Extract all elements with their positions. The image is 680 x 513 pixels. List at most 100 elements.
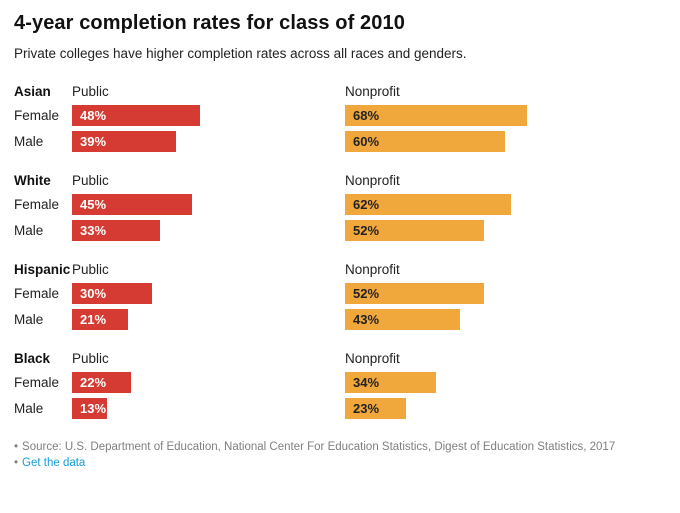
chart-subtitle: Private colleges have higher completion … [14, 46, 467, 61]
bar-nonprofit-asian-female: 68% [345, 105, 527, 126]
source-bullet: • [14, 441, 19, 453]
bar-row-male: Male 39% 60% [14, 131, 666, 152]
nonprofit-bar-cell: 34% [345, 372, 666, 393]
bar-public-hispanic-female: 30% [72, 283, 152, 304]
race-label: Asian [14, 84, 51, 99]
gender-label: Male [14, 134, 44, 149]
bar-value-label: 21% [80, 312, 107, 327]
chart-page: 4-year completion rates for class of 201… [14, 12, 666, 471]
bar-value-label: 68% [353, 108, 380, 123]
bar-row-female: Female 22% 34% [14, 372, 666, 393]
bar-value-label: 48% [80, 108, 107, 123]
race-label: Black [14, 351, 51, 366]
race-group-black: Black Public Nonprofit Female 22% 34% Male 13% 2… [14, 350, 666, 419]
public-column-label: Public [72, 262, 109, 277]
link-bullet: • [14, 457, 19, 469]
bar-public-asian-female: 48% [72, 105, 200, 126]
public-bar-cell: 45% [72, 194, 345, 215]
bar-nonprofit-white-male: 52% [345, 220, 484, 241]
public-bar-cell: 30% [72, 283, 345, 304]
gender-label: Male [14, 223, 44, 238]
bar-nonprofit-black-female: 34% [345, 372, 436, 393]
bar-nonprofit-black-male: 23% [345, 398, 406, 419]
public-bar-cell: 13% [72, 398, 345, 419]
race-group-white: White Public Nonprofit Female 45% 62% Male 33% 5… [14, 172, 666, 241]
nonprofit-bar-cell: 23% [345, 398, 666, 419]
bar-row-female: Female 48% 68% [14, 105, 666, 126]
nonprofit-bar-cell: 68% [345, 105, 666, 126]
nonprofit-bar-cell: 60% [345, 131, 666, 152]
bar-nonprofit-white-female: 62% [345, 194, 511, 215]
bar-value-label: 52% [353, 223, 380, 238]
gender-label: Male [14, 312, 44, 327]
nonprofit-column-label: Nonprofit [345, 84, 400, 99]
public-column: Public [72, 172, 345, 190]
public-column-label: Public [72, 173, 109, 188]
bar-row-female: Female 30% 52% [14, 283, 666, 304]
gender-label: Female [14, 108, 60, 123]
get-the-data-link[interactable]: Get the data [22, 457, 86, 469]
source-text: Source: U.S. Department of Education, Na… [22, 441, 616, 453]
nonprofit-column: Nonprofit [345, 83, 666, 101]
nonprofit-bar-cell: 52% [345, 283, 666, 304]
bar-value-label: 30% [80, 286, 107, 301]
nonprofit-column: Nonprofit [345, 350, 666, 368]
gender-label: Male [14, 401, 44, 416]
bar-nonprofit-hispanic-female: 52% [345, 283, 484, 304]
public-bar-cell: 21% [72, 309, 345, 330]
chart-title: 4-year completion rates for class of 201… [14, 12, 405, 34]
bar-value-label: 23% [353, 401, 380, 416]
nonprofit-column-label: Nonprofit [345, 262, 400, 277]
bar-value-label: 39% [80, 134, 107, 149]
bar-value-label: 33% [80, 223, 107, 238]
chart-footer: • Source: U.S. Department of Education, N… [14, 439, 666, 471]
bar-public-black-male: 13% [72, 398, 107, 419]
gender-label: Female [14, 286, 60, 301]
public-column-label: Public [72, 351, 109, 366]
bar-public-white-female: 45% [72, 194, 192, 215]
bar-value-label: 52% [353, 286, 380, 301]
public-bar-cell: 39% [72, 131, 345, 152]
bar-public-black-female: 22% [72, 372, 131, 393]
nonprofit-column-label: Nonprofit [345, 351, 400, 366]
bar-row-male: Male 33% 52% [14, 220, 666, 241]
bar-value-label: 13% [80, 401, 107, 416]
nonprofit-column: Nonprofit [345, 261, 666, 279]
bar-nonprofit-hispanic-male: 43% [345, 309, 460, 330]
bar-row-female: Female 45% 62% [14, 194, 666, 215]
bar-nonprofit-asian-male: 60% [345, 131, 505, 152]
gender-label: Female [14, 375, 60, 390]
public-column-label: Public [72, 84, 109, 99]
public-column: Public [72, 350, 345, 368]
public-column: Public [72, 261, 345, 279]
nonprofit-bar-cell: 52% [345, 220, 666, 241]
bar-value-label: 34% [353, 375, 380, 390]
bar-value-label: 43% [353, 312, 380, 327]
bar-row-male: Male 21% 43% [14, 309, 666, 330]
nonprofit-column-label: Nonprofit [345, 173, 400, 188]
bar-value-label: 60% [353, 134, 380, 149]
source-line: • Source: U.S. Department of Education, N… [14, 439, 666, 455]
gender-label: Female [14, 197, 60, 212]
bar-public-asian-male: 39% [72, 131, 176, 152]
public-bar-cell: 33% [72, 220, 345, 241]
nonprofit-bar-cell: 43% [345, 309, 666, 330]
group-header-row: Black Public Nonprofit [14, 350, 666, 366]
bar-row-male: Male 13% 23% [14, 398, 666, 419]
grouped-bar-chart: Asian Public Nonprofit Female 48% 68% Male 39% 6… [14, 83, 666, 419]
race-label: White [14, 173, 51, 188]
race-label: Hispanic [14, 262, 71, 277]
public-column: Public [72, 83, 345, 101]
group-header-row: White Public Nonprofit [14, 172, 666, 188]
bar-value-label: 45% [80, 197, 107, 212]
race-group-hispanic: Hispanic Public Nonprofit Female 30% 52% Male 2… [14, 261, 666, 330]
nonprofit-bar-cell: 62% [345, 194, 666, 215]
nonprofit-column: Nonprofit [345, 172, 666, 190]
group-header-row: Asian Public Nonprofit [14, 83, 666, 99]
public-bar-cell: 22% [72, 372, 345, 393]
bar-value-label: 22% [80, 375, 107, 390]
race-group-asian: Asian Public Nonprofit Female 48% 68% Male 39% 6… [14, 83, 666, 152]
bar-public-white-male: 33% [72, 220, 160, 241]
group-header-row: Hispanic Public Nonprofit [14, 261, 666, 277]
bar-public-hispanic-male: 21% [72, 309, 128, 330]
